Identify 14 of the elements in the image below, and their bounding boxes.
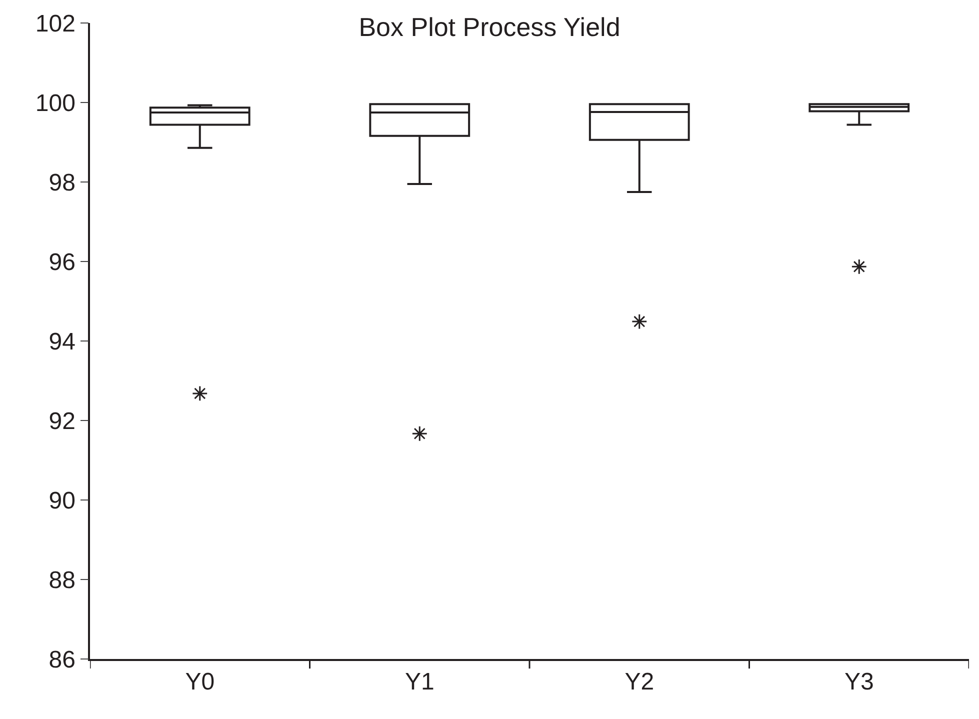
y-tick-label: 90 bbox=[48, 487, 76, 514]
y-tick-label: 102 bbox=[35, 10, 76, 38]
x-tick-label: Y1 bbox=[404, 668, 434, 696]
y-tick-label: 92 bbox=[48, 408, 76, 435]
y-tick-label: 100 bbox=[35, 90, 76, 117]
y-tick-label: 94 bbox=[48, 328, 76, 356]
x-tick-label: Y2 bbox=[624, 668, 654, 696]
chart-title: Box Plot Process Yield bbox=[358, 12, 620, 42]
x-tick-label: Y3 bbox=[844, 668, 874, 696]
y-tick-label: 96 bbox=[48, 248, 76, 276]
y-tick-label: 86 bbox=[48, 646, 76, 674]
x-tick-label: Y0 bbox=[185, 668, 215, 696]
y-tick-label: 98 bbox=[48, 169, 76, 196]
y-tick-label: 88 bbox=[48, 566, 76, 594]
